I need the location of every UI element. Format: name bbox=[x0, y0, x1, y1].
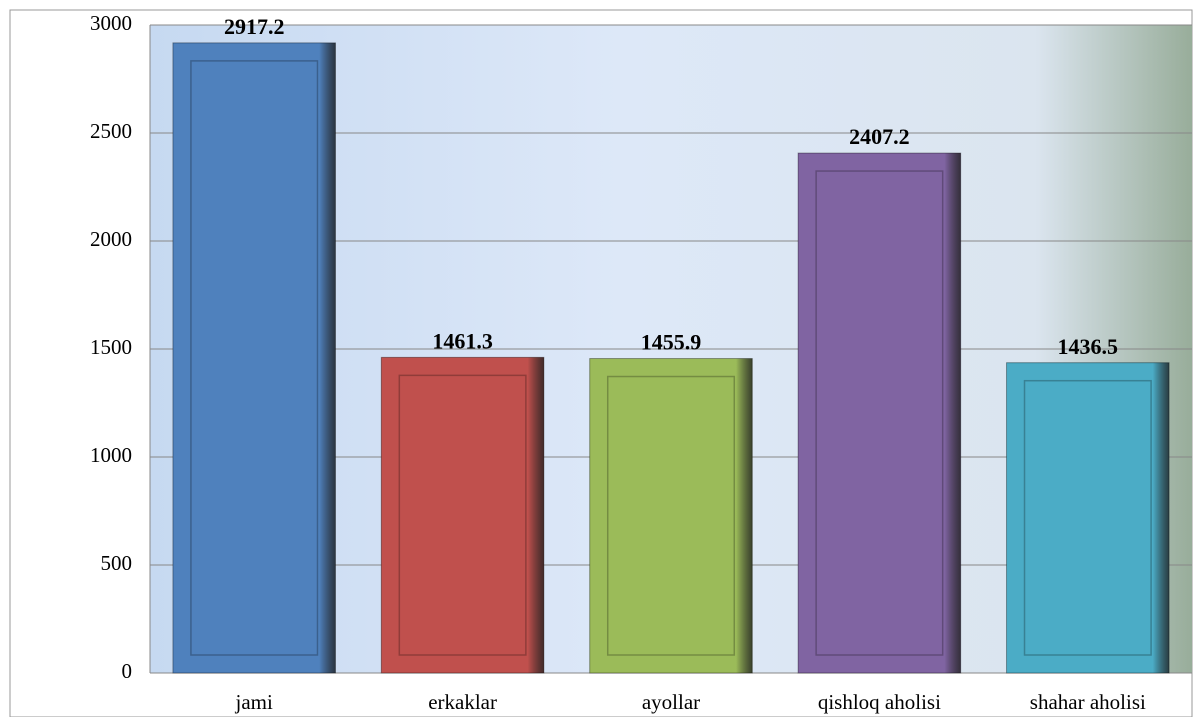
y-tick-label: 3000 bbox=[90, 11, 132, 35]
data-label: 1455.9 bbox=[641, 330, 702, 355]
x-tick-label: ayollar bbox=[642, 690, 700, 714]
y-tick-label: 1500 bbox=[90, 335, 132, 359]
bar-bevel bbox=[815, 170, 944, 656]
y-tick-label: 0 bbox=[122, 659, 133, 683]
y-tick-label: 1000 bbox=[90, 443, 132, 467]
bar-bevel bbox=[1023, 379, 1152, 656]
x-tick-label: qishloq aholisi bbox=[818, 690, 941, 714]
bar-bevel bbox=[606, 375, 736, 656]
x-tick-label: jami bbox=[235, 690, 273, 714]
data-label: 2917.2 bbox=[224, 14, 285, 39]
bar-bevel bbox=[398, 374, 527, 656]
y-tick-label: 2500 bbox=[90, 119, 132, 143]
y-tick-label: 2000 bbox=[90, 227, 132, 251]
data-label: 1461.3 bbox=[432, 328, 493, 353]
data-label: 1436.5 bbox=[1058, 334, 1119, 359]
bar-bevel bbox=[190, 60, 319, 656]
x-tick-label: erkaklar bbox=[428, 690, 497, 714]
data-label: 2407.2 bbox=[849, 124, 910, 149]
x-tick-label: shahar aholisi bbox=[1030, 690, 1146, 714]
y-tick-label: 500 bbox=[101, 551, 133, 575]
